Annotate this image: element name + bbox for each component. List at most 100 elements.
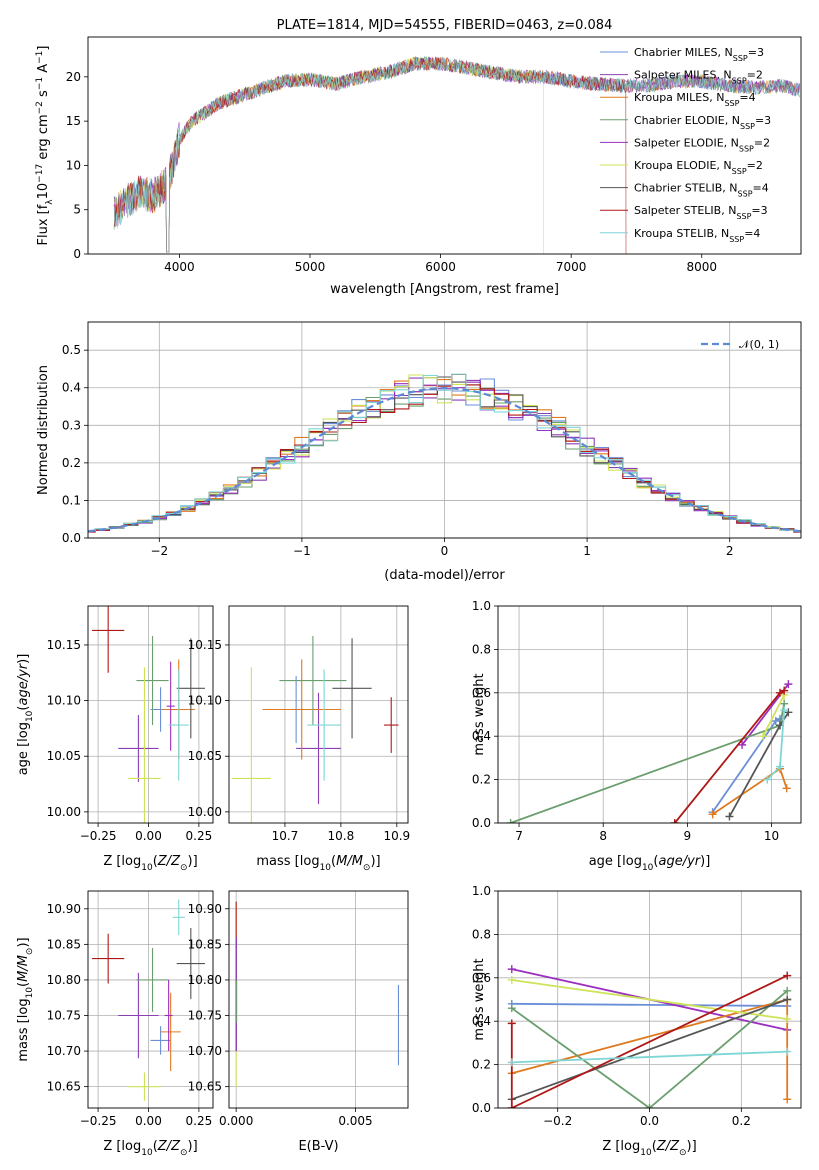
- plot-area: [231, 636, 399, 823]
- weight-marker: [759, 732, 768, 741]
- weight-marker: [670, 819, 679, 823]
- y-tick-label: 10.05: [47, 749, 81, 763]
- y-tick-label: 0.0: [472, 816, 491, 830]
- y-tick-label: 10.75: [47, 1009, 81, 1023]
- weight-line: [762, 694, 786, 737]
- weight-marker: [771, 717, 780, 726]
- y-tick-label: 10.85: [47, 937, 81, 951]
- plot-area: [507, 897, 792, 1108]
- histogram-series: [88, 373, 801, 532]
- x-tick-label: 1: [583, 544, 591, 558]
- weight-line: [511, 998, 788, 1101]
- x-tick-label: 10: [764, 829, 779, 843]
- plot-area: [113, 55, 800, 254]
- axes-frame: [87, 605, 214, 824]
- x-axis-label: age [log10(age/yr)]: [589, 854, 711, 873]
- y-tick-label: 10.80: [188, 973, 222, 987]
- weight-marker: [780, 686, 789, 695]
- axes-frame: [497, 605, 802, 824]
- axes-frame: [87, 36, 802, 255]
- legend-label: Chabrier ELODIE, NSSP=3: [634, 114, 771, 131]
- weight-marker: [725, 812, 734, 821]
- y-tick-label: 20: [66, 70, 81, 84]
- axes-frame: [228, 890, 409, 1109]
- weight-line: [741, 683, 790, 746]
- x-axis-label: mass [log10(M/M⊙)]: [256, 854, 380, 873]
- y-tick-label: 5: [73, 203, 81, 217]
- x-tick-label: −0.2: [543, 1114, 572, 1128]
- y-tick-label: 10.65: [47, 1080, 81, 1094]
- y-tick-label: 0.3: [62, 418, 81, 432]
- weight-line: [511, 979, 788, 1020]
- weight-line: [711, 718, 781, 813]
- axes-frame: [228, 605, 409, 824]
- y-tick-label: 15: [66, 114, 81, 128]
- y-tick-label: 0.4: [472, 729, 491, 743]
- x-tick-label: 10.7: [272, 829, 299, 843]
- legend-label: 𝒩(0, 1): [739, 338, 779, 351]
- y-tick-label: 0.4: [472, 1014, 491, 1028]
- panel-age-vs-Z: −0.25 0.00 0.25 10.00 10.05 10.10 10.15 Z [log1…: [16, 605, 214, 873]
- weight-line: [712, 767, 788, 816]
- legend-label: Chabrier STELIB, NSSP=4: [634, 182, 769, 199]
- y-tick-label: 10.85: [188, 937, 222, 951]
- weight-marker: [738, 740, 747, 749]
- y-tick-label: 0.2: [472, 1058, 491, 1072]
- y-tick-label: 0.1: [62, 493, 81, 507]
- x-tick-label: 0.2: [732, 1114, 751, 1128]
- weight-line: [511, 990, 788, 1108]
- weight-marker: [783, 1095, 792, 1104]
- y-tick-label: 10.75: [188, 1009, 222, 1023]
- weight-marker: [507, 1019, 516, 1028]
- spectrum-line: [113, 57, 800, 253]
- axes-frame: [87, 890, 214, 1109]
- weight-marker: [783, 1047, 792, 1056]
- histogram-series: [88, 374, 801, 532]
- y-tick-label: 10.00: [47, 805, 81, 819]
- y-tick-label: 0.0: [472, 1101, 491, 1115]
- panel-mass-vs-ebv: 0.000 0.005 10.65 10.70 10.75 10.80 10.85 10.90…: [188, 890, 409, 1154]
- x-tick-label: −0.25: [80, 829, 117, 843]
- weight-marker: [783, 1015, 792, 1024]
- histogram-series: [88, 376, 801, 533]
- y-tick-label: 10.70: [47, 1044, 81, 1058]
- weight-marker: [784, 680, 793, 689]
- x-tick-label: 8000: [686, 260, 717, 274]
- x-tick-label: −0.25: [80, 1114, 117, 1128]
- weight-marker: [783, 995, 792, 1004]
- weight-line: [511, 1050, 788, 1064]
- legend-label: Salpeter MILES, NSSP=2: [634, 69, 763, 86]
- x-axis-label: Z [log10(Z/Z⊙)]: [602, 1139, 696, 1158]
- x-tick-label: 8: [599, 829, 607, 843]
- x-axis-label: Z [log10(Z/Z⊙)]: [103, 1139, 197, 1158]
- y-axis-label: Flux [fλ10−17 erg cm−2 s−1 A−1]: [35, 46, 55, 246]
- legend-label: Chabrier MILES, NSSP=3: [634, 46, 764, 63]
- x-tick-label: −2: [150, 544, 168, 558]
- y-tick-label: 0.8: [472, 927, 491, 941]
- x-tick-label: 0.0: [640, 1114, 659, 1128]
- y-tick-label: 10.10: [47, 694, 81, 708]
- x-tick-label: 10.8: [328, 829, 355, 843]
- plot-area: [88, 373, 801, 533]
- y-tick-label: 10: [66, 158, 81, 172]
- legend-label: Kroupa STELIB, NSSP=4: [634, 227, 760, 244]
- x-tick-label: 2: [726, 544, 734, 558]
- x-tick-label: 6000: [425, 260, 456, 274]
- y-axis-label: Normed distribution: [36, 365, 51, 495]
- y-tick-label: 0.0: [62, 531, 81, 545]
- weight-marker: [763, 775, 772, 784]
- panel-spectrum: 4000 5000 6000 7000 8000 0 5 10 15 20 PLATE=1814, …: [35, 18, 802, 297]
- weight-marker: [775, 688, 784, 697]
- panel-mass-vs-Z: −0.25 0.00 0.25 10.65 10.70 10.75 10.80 10.85 10…: [16, 890, 214, 1158]
- x-axis-label: Z [log10(Z/Z⊙)]: [103, 854, 197, 873]
- weight-marker: [506, 819, 515, 823]
- spectrum-line: [113, 56, 800, 253]
- panel-weight-vs-Z: −0.2 0.0 0.2 0.0 0.2 0.4 0.6 0.8 1.0 Z [log10(Z/Z…: [472, 884, 802, 1158]
- x-tick-label: −1: [293, 544, 311, 558]
- y-tick-label: 1.0: [472, 599, 491, 613]
- y-tick-label: 10.00: [188, 805, 222, 819]
- y-tick-label: 10.80: [47, 973, 81, 987]
- weight-marker: [782, 784, 791, 793]
- weight-marker: [782, 612, 791, 621]
